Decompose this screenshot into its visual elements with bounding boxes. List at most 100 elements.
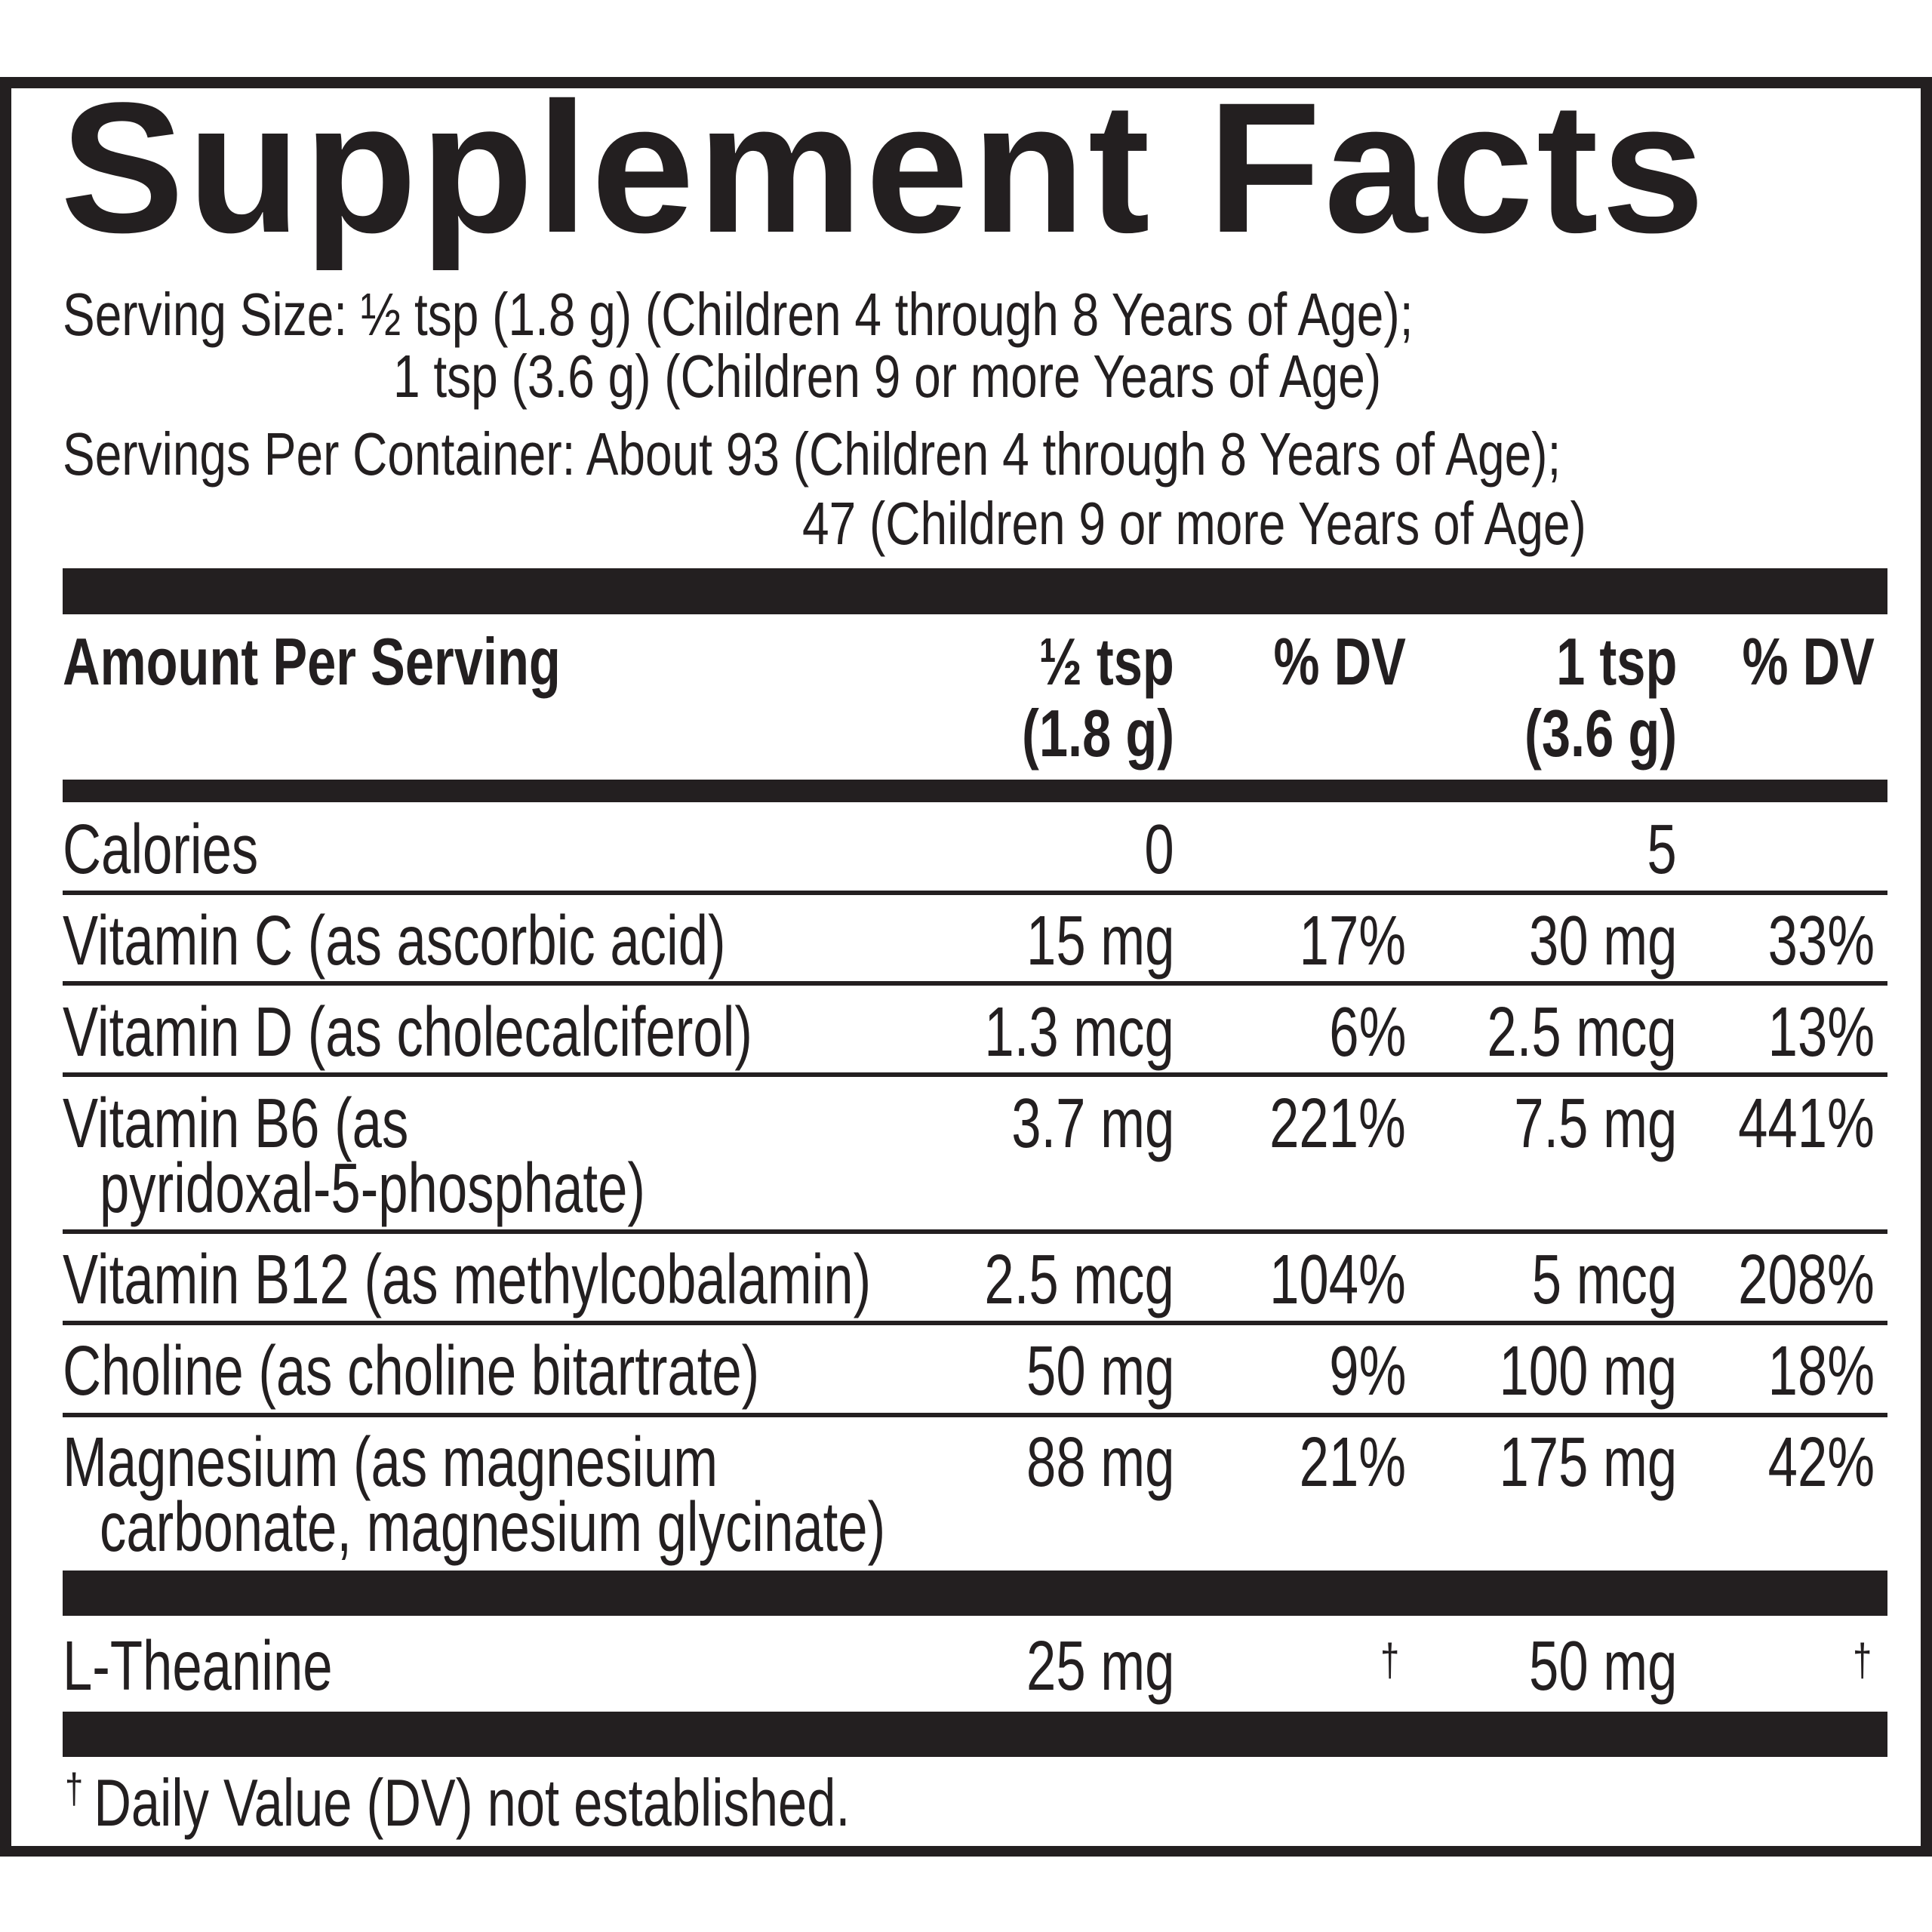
half-dv-text: 9% xyxy=(1328,1331,1406,1410)
full-amount: 5 mcg xyxy=(1486,1244,1677,1315)
full-dv-text: 13% xyxy=(1767,992,1875,1071)
half-amount-text: 15 mg xyxy=(1026,901,1174,980)
full-amount: 30 mg xyxy=(1482,906,1677,976)
footnote: † Daily Value (DV) not established. xyxy=(65,1767,1072,1836)
col-half-tsp-text: ½ tsp xyxy=(1038,624,1174,699)
half-amount: 3.7 mg xyxy=(960,1088,1174,1158)
nutrient-name-text: Vitamin C (as ascorbic acid) xyxy=(63,901,726,980)
col-half-dv-text: % DV xyxy=(1273,624,1406,699)
full-amount-text: 100 mg xyxy=(1499,1331,1677,1410)
ingredient-name: L-Theanine xyxy=(63,1631,418,1701)
nutrient-name: Vitamin B12 (as methylcobalamin) xyxy=(63,1244,1126,1315)
full-amount: 2.5 mcg xyxy=(1427,997,1677,1067)
serving-size-line-2: 1 tsp (3.6 g) (Children 9 or more Years … xyxy=(393,346,1628,407)
footnote-text: Daily Value (DV) not established. xyxy=(94,1765,851,1840)
half-amount-text: 25 mg xyxy=(1026,1626,1174,1705)
half-amount: 88 mg xyxy=(980,1427,1174,1497)
half-amount-text: 88 mg xyxy=(1026,1423,1174,1501)
full-amount-text: 50 mg xyxy=(1528,1626,1677,1705)
servings-per-container-text: Servings Per Container: About 93 (Childr… xyxy=(63,420,1561,488)
row-divider xyxy=(63,891,1887,895)
col-half-tsp-grams: (1.8 g) xyxy=(979,700,1174,767)
col-one-tsp-text: 1 tsp xyxy=(1555,624,1677,699)
half-dv: 9% xyxy=(1305,1336,1406,1406)
half-amount-text: 3.7 mg xyxy=(1011,1084,1174,1162)
nutrient-name-continued: carbonate, magnesium glycinate) xyxy=(100,1492,1134,1562)
half-amount-text: 2.5 mcg xyxy=(984,1240,1174,1318)
nutrient-name-text-2: pyridoxal-5-phosphate) xyxy=(100,1149,645,1227)
full-amount: 175 mg xyxy=(1443,1427,1677,1497)
full-dv-text: 42% xyxy=(1767,1423,1875,1501)
half-dv-text: 17% xyxy=(1299,901,1406,980)
half-dv-text: † xyxy=(1380,1635,1399,1685)
half-amount: 0 xyxy=(1135,814,1174,884)
nutrient-name: Vitamin B6 (as xyxy=(63,1088,518,1158)
full-dv: 42% xyxy=(1734,1427,1875,1497)
full-dv-text: 441% xyxy=(1738,1084,1875,1162)
full-amount: 5 xyxy=(1638,814,1677,884)
full-amount-text: 175 mg xyxy=(1499,1423,1677,1501)
col-one-dv-heading: % DV xyxy=(1705,629,1875,695)
half-dv: 221% xyxy=(1226,1088,1406,1158)
full-amount: 100 mg xyxy=(1443,1336,1677,1406)
servings-per-container-line-1: Servings Per Container: About 93 (Childr… xyxy=(63,424,1932,485)
col-one-tsp-grams-text: (3.6 g) xyxy=(1524,696,1677,771)
full-dv: 13% xyxy=(1734,997,1875,1067)
half-amount: 15 mg xyxy=(980,906,1174,976)
row-divider xyxy=(63,981,1887,986)
nutrient-name-text: Vitamin B6 (as xyxy=(63,1084,409,1162)
half-amount-text: 1.3 mcg xyxy=(984,992,1174,1071)
full-dv-text: † xyxy=(1852,1635,1872,1685)
half-amount: 2.5 mcg xyxy=(924,1244,1174,1315)
nutrient-name-continued: pyridoxal-5-phosphate) xyxy=(100,1153,817,1223)
half-amount: 25 mg xyxy=(980,1631,1174,1701)
row-divider xyxy=(63,1321,1887,1325)
half-amount: 50 mg xyxy=(980,1336,1174,1406)
servings-per-container-text-2: 47 (Children 9 or more Years of Age) xyxy=(802,490,1586,557)
col-one-dv-text: % DV xyxy=(1742,624,1875,699)
full-amount-text: 5 mcg xyxy=(1531,1240,1677,1318)
nutrient-name-text-2: carbonate, magnesium glycinate) xyxy=(100,1487,886,1566)
full-amount-text: 2.5 mcg xyxy=(1487,992,1677,1071)
col-half-dv-heading: % DV xyxy=(1236,629,1406,695)
nutrient-name-text: Vitamin B12 (as methylcobalamin) xyxy=(63,1240,872,1318)
full-dv: 18% xyxy=(1734,1336,1875,1406)
full-amount: 50 mg xyxy=(1482,1631,1677,1701)
full-dv-text: 18% xyxy=(1767,1331,1875,1410)
half-dv: 104% xyxy=(1226,1244,1406,1315)
full-amount-text: 5 xyxy=(1647,810,1677,888)
half-dv: 21% xyxy=(1266,1427,1406,1497)
half-amount: 1.3 mcg xyxy=(924,997,1174,1067)
dagger-icon: † xyxy=(1374,1638,1399,1683)
nutrient-name: Vitamin C (as ascorbic acid) xyxy=(63,906,935,976)
half-amount-text: 50 mg xyxy=(1026,1331,1174,1410)
label-title: Supplement Facts xyxy=(60,75,1708,261)
full-dv: 441% xyxy=(1695,1088,1875,1158)
amount-per-serving-text: Amount Per Serving xyxy=(63,624,561,699)
thick-divider xyxy=(63,1571,1887,1616)
servings-per-container-line-2: 47 (Children 9 or more Years of Age) xyxy=(802,494,1783,554)
half-dv-text: 6% xyxy=(1328,992,1406,1071)
full-dv: 208% xyxy=(1695,1244,1875,1315)
full-dv: 33% xyxy=(1734,906,1875,976)
half-dv-text: 221% xyxy=(1269,1084,1406,1162)
nutrient-name: Magnesium (as magnesium xyxy=(63,1427,924,1497)
nutrient-name-text: Calories xyxy=(63,810,259,888)
row-divider xyxy=(63,1072,1887,1077)
full-amount-text: 7.5 mg xyxy=(1513,1084,1677,1162)
nutrient-name-text: Choline (as choline bitartrate) xyxy=(63,1331,760,1410)
thick-divider xyxy=(63,1712,1887,1757)
ingredient-name-text: L-Theanine xyxy=(63,1626,333,1705)
nutrient-name: Vitamin D (as cholecalciferol) xyxy=(63,997,971,1067)
col-one-tsp-heading: 1 tsp xyxy=(1522,629,1677,695)
title-text: Supplement Facts xyxy=(60,64,1708,272)
col-half-tsp-heading: ½ tsp xyxy=(1001,629,1174,695)
half-dv: 17% xyxy=(1266,906,1406,976)
dagger-icon: † xyxy=(1847,1638,1872,1683)
full-dv-text: 33% xyxy=(1767,901,1875,980)
full-amount: 7.5 mg xyxy=(1463,1088,1677,1158)
half-amount-text: 0 xyxy=(1144,810,1174,888)
row-divider xyxy=(63,1413,1887,1417)
serving-size-text: Serving Size: ½ tsp (1.8 g) (Children 4 … xyxy=(63,281,1414,348)
serving-size-text-2: 1 tsp (3.6 g) (Children 9 or more Years … xyxy=(393,343,1382,410)
